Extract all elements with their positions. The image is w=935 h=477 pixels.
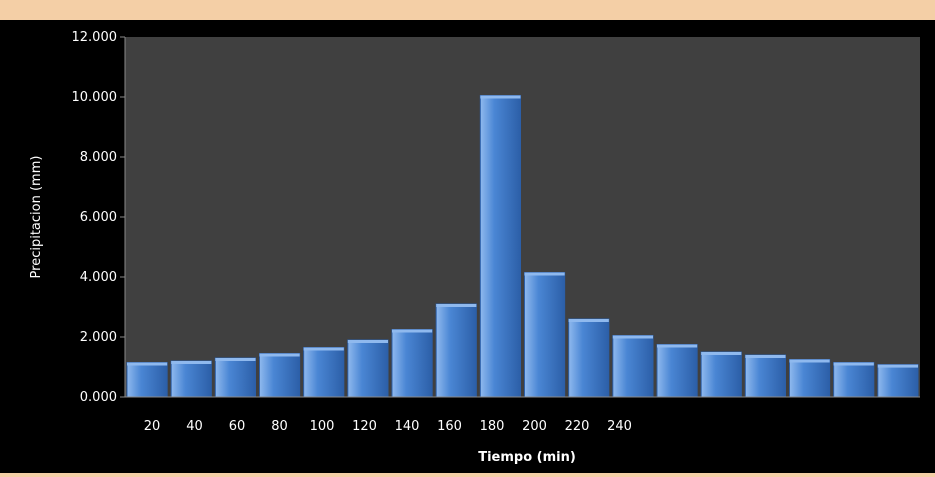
- y-tick-label: 2.000: [80, 330, 117, 345]
- bar: [568, 318, 610, 398]
- x-tick-label: 220: [565, 419, 590, 434]
- bar-top-highlight: [612, 335, 653, 339]
- bar: [479, 95, 522, 398]
- y-tick-label: 0.000: [80, 390, 117, 405]
- x-tick-label: 60: [229, 419, 246, 434]
- bar: [789, 359, 831, 398]
- x-axis-label: Tiempo (min): [478, 450, 576, 465]
- bar-top-highlight: [127, 362, 168, 366]
- plot-area: [125, 37, 920, 397]
- bar: [126, 362, 168, 398]
- y-tick-label: 8.000: [80, 150, 117, 165]
- y-axis-label: Precipitacion (mm): [29, 156, 44, 279]
- y-tick-label: 6.000: [80, 210, 117, 225]
- bar: [259, 353, 301, 398]
- bar: [833, 362, 875, 398]
- bar-top-highlight: [833, 362, 874, 366]
- x-tick-label: 240: [607, 419, 632, 434]
- bar-top-highlight: [303, 347, 344, 351]
- bar-top-highlight: [171, 361, 212, 364]
- bar-top-highlight: [347, 340, 388, 343]
- bar: [214, 357, 256, 398]
- bar: [303, 347, 345, 398]
- y-tick-label: 12.000: [72, 30, 118, 45]
- x-tick-label: 40: [186, 419, 203, 434]
- bar-top-highlight: [789, 359, 830, 363]
- bar: [877, 364, 919, 398]
- bar: [744, 354, 786, 398]
- bar: [347, 339, 389, 398]
- x-tick-label: 20: [144, 419, 161, 434]
- x-tick-label: 160: [437, 419, 462, 434]
- y-tick-label: 10.000: [72, 90, 118, 105]
- x-tick-label: 120: [352, 419, 377, 434]
- y-tick-label: 4.000: [80, 270, 117, 285]
- bar: [435, 303, 477, 398]
- bar-top-highlight: [657, 344, 698, 348]
- bar-top-highlight: [745, 355, 786, 358]
- bar: [612, 335, 654, 398]
- x-tick-label: 100: [310, 419, 335, 434]
- bar-top-highlight: [568, 319, 609, 322]
- bar-top-highlight: [701, 352, 742, 355]
- x-tick-label: 180: [480, 419, 505, 434]
- bar: [656, 344, 698, 398]
- x-tick-label: 140: [395, 419, 420, 434]
- bar: [391, 329, 433, 398]
- x-tick-label: 200: [522, 419, 547, 434]
- bar-top-highlight: [524, 272, 565, 276]
- bar-top-highlight: [215, 358, 256, 361]
- bar-top-highlight: [877, 364, 918, 368]
- bar: [170, 360, 212, 398]
- bar: [524, 272, 566, 398]
- bar-top-highlight: [392, 329, 433, 333]
- x-tick-label: 80: [271, 419, 288, 434]
- bar-top-highlight: [480, 95, 521, 99]
- bar-top-highlight: [259, 353, 300, 357]
- bar-top-highlight: [436, 304, 477, 307]
- bar: [700, 351, 742, 398]
